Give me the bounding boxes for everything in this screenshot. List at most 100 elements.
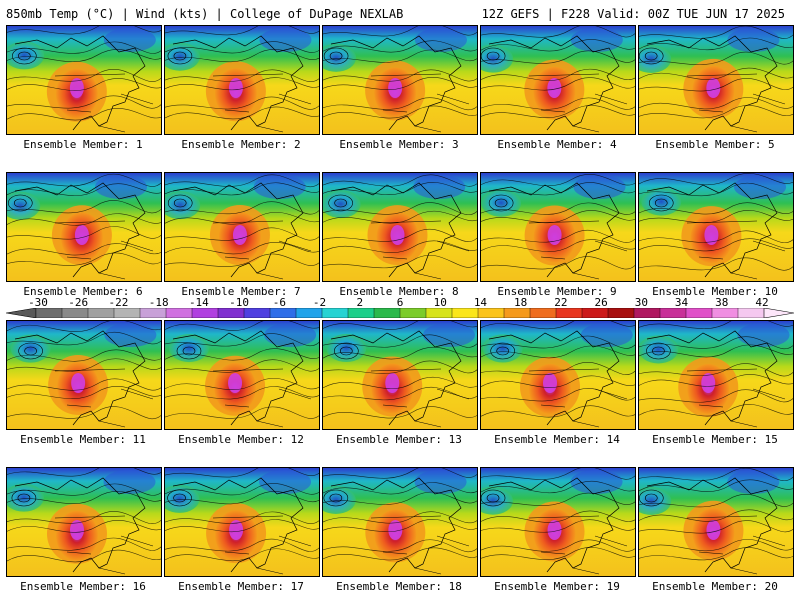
colorbar-swatch: [139, 308, 167, 318]
colorbar-swatch: [61, 308, 89, 318]
ensemble-panel-15[interactable]: Ensemble Member: 15: [638, 320, 794, 447]
colorbar-swatch: [165, 308, 193, 318]
ensemble-caption: Ensemble Member: 15: [652, 433, 778, 446]
colorbar-tick-label: 10: [433, 296, 447, 309]
colorbar-tick-label: -2: [312, 296, 327, 309]
ensemble-caption: Ensemble Member: 3: [339, 138, 459, 151]
colorbar-min-arrow: [6, 308, 37, 318]
ensemble-panel-14[interactable]: Ensemble Member: 14: [480, 320, 636, 447]
colorbar-swatch: [399, 308, 427, 318]
ensemble-map: [322, 320, 478, 430]
ensemble-panel-3[interactable]: Ensemble Member: 3: [322, 25, 478, 152]
ensemble-caption: Ensemble Member: 16: [20, 580, 146, 593]
colorbar-swatch: [87, 308, 115, 318]
ensemble-map: [480, 320, 636, 430]
ensemble-panel-13[interactable]: Ensemble Member: 13: [322, 320, 478, 447]
colorbar-tick-label: 14: [473, 296, 488, 309]
ensemble-map: [322, 25, 478, 135]
colorbar-tick-label: -10: [229, 296, 250, 309]
colorbar-swatch: [503, 308, 531, 318]
colorbar-swatch: [243, 308, 271, 318]
colorbar-swatch: [711, 308, 739, 318]
colorbar-swatch: [451, 308, 479, 318]
ensemble-caption: Ensemble Member: 5: [655, 138, 775, 151]
colorbar-swatch: [113, 308, 141, 318]
ensemble-caption: Ensemble Member: 20: [652, 580, 778, 593]
temperature-colorbar: -30 -26 -22 -18 -14 -10 -6 -2 2 6 10 14 18 22 26 30 34 38…: [6, 297, 794, 319]
colorbar-swatch: [555, 308, 583, 318]
ensemble-panel-5[interactable]: Ensemble Member: 5: [638, 25, 794, 152]
ensemble-panel-9[interactable]: Ensemble Member: 9: [480, 172, 636, 299]
ensemble-map: [6, 172, 162, 282]
colorbar-swatch: [373, 308, 401, 318]
ensemble-panel-10[interactable]: Ensemble Member: 10: [638, 172, 794, 299]
ensemble-caption: Ensemble Member: 8: [339, 285, 459, 298]
ensemble-map: [638, 320, 794, 430]
ensemble-map: [322, 467, 478, 577]
ensemble-map: [164, 320, 320, 430]
ensemble-map: [164, 25, 320, 135]
colorbar-swatch: [737, 308, 765, 318]
ensemble-map: [164, 172, 320, 282]
ensemble-caption: Ensemble Member: 19: [494, 580, 620, 593]
colorbar-swatch: [295, 308, 323, 318]
ensemble-panel-17[interactable]: Ensemble Member: 17: [164, 467, 320, 594]
colorbar-tick-label: 34: [674, 296, 689, 309]
ensemble-caption: Ensemble Member: 11: [20, 433, 146, 446]
ensemble-caption: Ensemble Member: 6: [23, 285, 143, 298]
colorbar-swatch: [581, 308, 609, 318]
colorbar-swatch: [633, 308, 661, 318]
colorbar-tick-label: 22: [554, 296, 568, 309]
ensemble-panel-4[interactable]: Ensemble Member: 4: [480, 25, 636, 152]
ensemble-panel-11[interactable]: Ensemble Member: 11: [6, 320, 162, 447]
colorbar-tick-label: 42: [755, 296, 769, 309]
colorbar-swatch: [529, 308, 557, 318]
colorbar-swatch: [217, 308, 245, 318]
ensemble-panel-18[interactable]: Ensemble Member: 18: [322, 467, 478, 594]
ensemble-map: [6, 320, 162, 430]
ensemble-panel-6[interactable]: Ensemble Member: 6: [6, 172, 162, 299]
colorbar-max-arrow: [763, 308, 794, 318]
colorbar-tick-label: -6: [272, 296, 286, 309]
ensemble-map: [480, 172, 636, 282]
ensemble-panel-20[interactable]: Ensemble Member: 20: [638, 467, 794, 594]
ensemble-panel-1[interactable]: Ensemble Member: 1: [6, 25, 162, 152]
ensemble-panel-16[interactable]: Ensemble Member: 16: [6, 467, 162, 594]
ensemble-caption: Ensemble Member: 4: [497, 138, 617, 151]
ensemble-panel-2[interactable]: Ensemble Member: 2: [164, 25, 320, 152]
colorbar-tick-label: -14: [188, 296, 209, 309]
ensemble-caption: Ensemble Member: 2: [181, 138, 301, 151]
colorbar-tick-label: 26: [594, 296, 608, 309]
ensemble-caption: Ensemble Member: 18: [336, 580, 462, 593]
ensemble-map: [638, 172, 794, 282]
ensemble-panel-7[interactable]: Ensemble Member: 7: [164, 172, 320, 299]
colorbar-tick-label: -30: [28, 296, 48, 309]
ensemble-caption: Ensemble Member: 13: [336, 433, 462, 446]
ensemble-panel-8[interactable]: Ensemble Member: 8: [322, 172, 478, 299]
colorbar-tick-label: 2: [356, 296, 364, 309]
colorbar-tick-label: 30: [634, 296, 648, 309]
colorbar-swatch: [347, 308, 375, 318]
map-title: 850mb Temp (°C) | Wind (kts) | College o…: [6, 7, 404, 21]
ensemble-map: [638, 467, 794, 577]
colorbar-swatch: [685, 308, 713, 318]
colorbar-swatch: [425, 308, 453, 318]
run-info: 12Z GEFS | F228 Valid: 00Z TUE JUN 17 20…: [481, 7, 785, 21]
ensemble-caption: Ensemble Member: 17: [178, 580, 304, 593]
colorbar-swatch: [269, 308, 297, 318]
ensemble-caption: Ensemble Member: 9: [497, 285, 617, 298]
ensemble-map: [164, 467, 320, 577]
ensemble-panel-19[interactable]: Ensemble Member: 19: [480, 467, 636, 594]
ensemble-caption: Ensemble Member: 14: [494, 433, 620, 446]
colorbar-tick-label: -22: [108, 296, 129, 309]
colorbar-swatch: [477, 308, 505, 318]
colorbar-tick-label: 18: [514, 296, 528, 309]
ensemble-panel-12[interactable]: Ensemble Member: 12: [164, 320, 320, 447]
ensemble-caption: Ensemble Member: 1: [23, 138, 143, 151]
ensemble-caption: Ensemble Member: 10: [652, 285, 778, 298]
ensemble-map: [480, 25, 636, 135]
colorbar-tick-label: 38: [715, 296, 729, 309]
ensemble-map: [480, 467, 636, 577]
colorbar-tick-label: -26: [68, 296, 89, 309]
colorbar-swatch: [659, 308, 687, 318]
